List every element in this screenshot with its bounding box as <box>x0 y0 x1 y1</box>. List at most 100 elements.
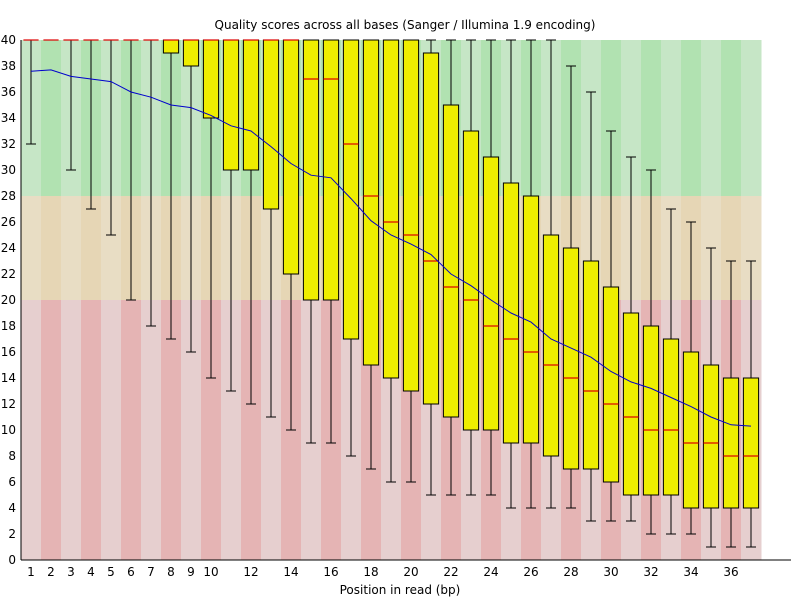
iqr-box <box>342 39 360 340</box>
band-poor-stripe <box>121 300 142 560</box>
boxplot-position-9 <box>182 39 200 353</box>
x-tick-label: 12 <box>243 565 258 579</box>
band-good-stripe <box>41 40 62 196</box>
iqr-box <box>602 286 620 483</box>
x-tick-label: 6 <box>127 565 135 579</box>
axes <box>20 40 791 561</box>
x-tick-label: 14 <box>283 565 298 579</box>
y-tick-label: 24 <box>1 241 16 255</box>
band-poor-stripe <box>141 300 162 560</box>
band-good-stripe <box>701 40 722 196</box>
boxplot-position-30 <box>602 130 620 522</box>
x-tick-label: 16 <box>323 565 338 579</box>
y-tick-label: 18 <box>1 319 16 333</box>
x-tick-label: 30 <box>603 565 618 579</box>
boxplot-position-27 <box>542 39 560 509</box>
x-tick-label: 28 <box>563 565 578 579</box>
iqr-box <box>302 39 320 301</box>
x-tick-label: 34 <box>683 565 698 579</box>
band-poor-stripe <box>241 300 262 560</box>
y-tick-label: 8 <box>8 449 16 463</box>
boxplot-position-15 <box>302 39 320 444</box>
boxplot-position-22 <box>442 39 460 496</box>
boxplot-position-35 <box>702 247 720 548</box>
x-tick-label: 32 <box>643 565 658 579</box>
x-tick-label: 2 <box>47 565 55 579</box>
band-poor-stripe <box>21 300 42 560</box>
boxplot-position-4 <box>83 39 99 210</box>
x-tick-labels: 1 2 3 4 5 6 7 8 9 10 12 14 16 18 20 22 24 26 28 30 32 34 36 <box>27 565 738 579</box>
boxplot-position-5 <box>103 39 119 236</box>
band-poor-stripe <box>41 300 62 560</box>
x-tick-label: 36 <box>723 565 738 579</box>
iqr-box <box>722 377 740 509</box>
y-tick-label: 30 <box>1 163 16 177</box>
x-tick-label: 4 <box>87 565 95 579</box>
iqr-box <box>622 312 640 496</box>
iqr-box <box>182 39 200 67</box>
band-poor-stripe <box>261 300 282 560</box>
x-tick-label: 10 <box>203 565 218 579</box>
boxplot-position-24 <box>482 39 500 496</box>
x-tick-label: 26 <box>523 565 538 579</box>
y-tick-label: 20 <box>1 293 16 307</box>
boxplots <box>23 39 760 548</box>
boxplot-position-28 <box>562 65 580 509</box>
boxplot-position-12 <box>242 39 260 405</box>
iqr-box <box>162 39 180 54</box>
y-tick-label: 26 <box>1 215 16 229</box>
x-axis-label: Position in read (bp) <box>340 583 461 597</box>
boxplot-position-31 <box>622 156 640 522</box>
y-tick-label: 32 <box>1 137 16 151</box>
iqr-box <box>542 234 560 457</box>
iqr-box <box>282 39 300 275</box>
boxplot-position-21 <box>422 39 440 496</box>
band-poor-stripe <box>61 300 82 560</box>
band-reasonable-stripe <box>101 196 122 300</box>
band-good-stripe <box>681 40 702 196</box>
boxplot-position-20 <box>402 39 420 483</box>
band-poor-stripe <box>161 300 182 560</box>
x-tick-label: 24 <box>483 565 498 579</box>
boxplot-position-32 <box>642 169 660 535</box>
band-reasonable-stripe <box>81 196 102 300</box>
y-tick-label: 14 <box>1 371 16 385</box>
y-tick-label: 0 <box>8 553 16 567</box>
iqr-box <box>462 130 480 431</box>
boxplot-position-26 <box>522 39 540 509</box>
x-tick-label: 9 <box>187 565 195 579</box>
y-tick-label: 38 <box>1 59 16 73</box>
y-tick-label: 40 <box>1 33 16 47</box>
y-tick-label: 12 <box>1 397 16 411</box>
band-reasonable-stripe <box>41 196 62 300</box>
boxplot-position-7 <box>143 39 159 327</box>
boxplot-position-3 <box>63 39 79 171</box>
band-poor-stripe <box>181 300 202 560</box>
chart-title: Quality scores across all bases (Sanger … <box>215 18 596 32</box>
iqr-box <box>642 325 660 496</box>
boxplot-position-37 <box>742 260 760 548</box>
y-tick-label: 16 <box>1 345 16 359</box>
iqr-box <box>582 260 600 470</box>
mean-quality-line <box>30 69 752 427</box>
band-reasonable-stripe <box>741 196 762 300</box>
boxplot-position-18 <box>362 39 380 470</box>
x-tick-label: 22 <box>443 565 458 579</box>
iqr-box <box>382 39 400 379</box>
band-good-stripe <box>741 40 762 196</box>
boxplot-position-1 <box>23 39 39 145</box>
iqr-box <box>482 156 500 431</box>
iqr-box <box>522 195 540 444</box>
boxplot-position-23 <box>462 39 480 496</box>
band-good-stripe <box>641 40 662 196</box>
iqr-box <box>322 39 340 301</box>
band-reasonable-stripe <box>721 196 742 300</box>
boxplot-position-34 <box>682 221 700 535</box>
band-reasonable-stripe <box>61 196 82 300</box>
x-tick-label: 3 <box>67 565 75 579</box>
x-tick-label: 8 <box>167 565 175 579</box>
boxplot-position-33 <box>662 208 680 535</box>
boxplot-position-11 <box>222 39 240 392</box>
boxplot-position-6 <box>123 39 139 301</box>
